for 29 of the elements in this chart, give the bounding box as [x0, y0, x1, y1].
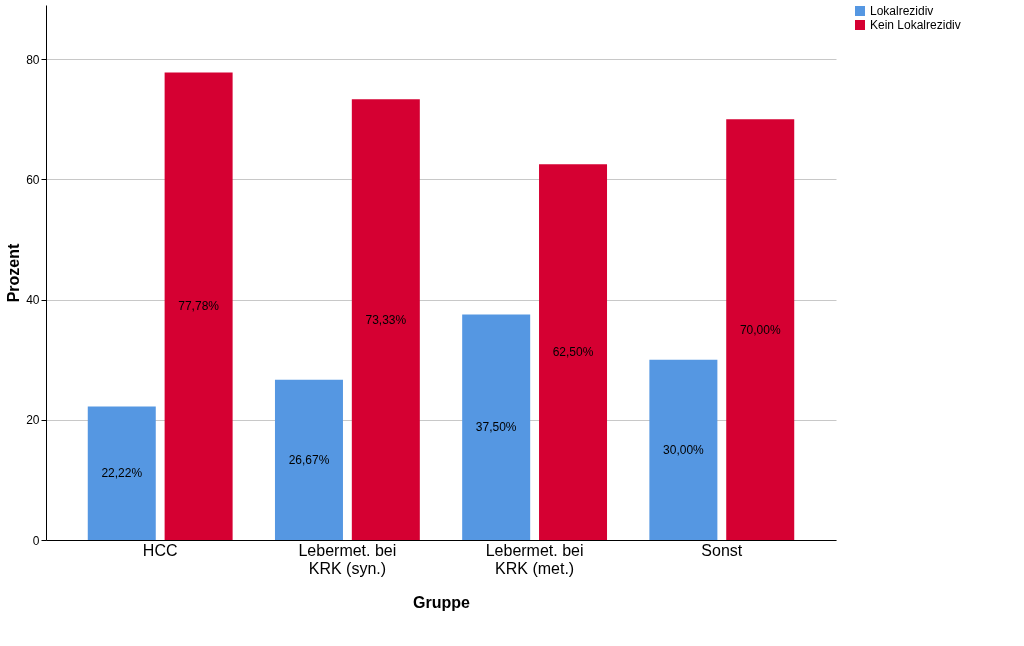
bar	[726, 119, 795, 540]
bar	[164, 72, 233, 540]
y-axis-title: Prozent	[5, 242, 23, 303]
data-label: 26,67%	[288, 452, 330, 467]
bar	[462, 314, 531, 540]
data-label: 73,33%	[365, 312, 407, 327]
data-label: 37,50%	[475, 420, 517, 435]
x-tick-label: Lebermet. bei KRK (syn.)	[298, 541, 397, 577]
x-tick-label: Lebermet. bei KRK (met.)	[485, 541, 584, 577]
legend-label: Lokalrezidiv	[870, 4, 934, 18]
y-tick-label: 60	[26, 172, 40, 187]
y-tick-label: 20	[26, 413, 40, 428]
data-label: 77,78%	[178, 299, 220, 314]
bar	[274, 379, 343, 540]
x-tick-label: Sonst	[701, 541, 743, 559]
y-tick-label: 80	[26, 52, 40, 67]
bar	[649, 359, 718, 540]
data-label: 22,22%	[101, 466, 143, 481]
data-label: 70,00%	[739, 322, 781, 337]
data-label: 30,00%	[663, 442, 705, 457]
y-tick-label: 0	[32, 533, 40, 548]
bar	[87, 406, 156, 540]
legend-label: Kein Lokalrezidiv	[870, 18, 961, 32]
x-axis-title: Gruppe	[413, 593, 471, 611]
bar	[539, 164, 608, 540]
x-tick-label: HCC	[142, 541, 178, 559]
data-label: 62,50%	[552, 345, 594, 360]
bar	[351, 99, 420, 540]
y-tick-label: 40	[26, 293, 40, 308]
